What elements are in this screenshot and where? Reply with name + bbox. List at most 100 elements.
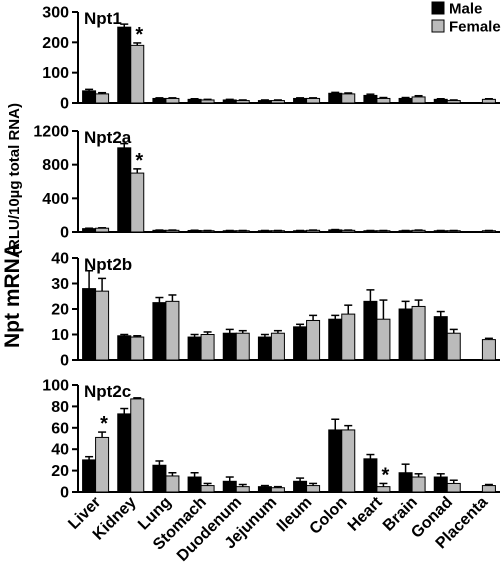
bar-npt2c-brain-female xyxy=(411,476,426,493)
bar-npt2c-gonad-male xyxy=(433,476,448,493)
y-tick-label-npt2c: 80 xyxy=(51,399,69,416)
y-tick-label-npt2c: 0 xyxy=(60,485,69,502)
panel-title-npt2c: Npt2c xyxy=(84,382,131,401)
bar-npt2c-liver-female xyxy=(95,436,110,493)
bar-npt1-duodenum-female xyxy=(235,100,250,104)
bar-npt2a-liver-male xyxy=(82,228,97,233)
bar-npt2b-duodenum-male xyxy=(222,332,237,361)
y-axis-title-main: Npt mRNA xyxy=(1,243,24,348)
bar-npt1-lung-male xyxy=(152,97,167,104)
y-tick-label-npt1: 100 xyxy=(42,65,69,82)
bar-npt2b-jejunum-female xyxy=(270,332,285,361)
bar-npt2b-gonad-female xyxy=(446,332,461,361)
bar-npt2b-kidney-male xyxy=(117,335,132,361)
bar-npt2c-ileum-female xyxy=(306,485,321,493)
bar-npt2b-gonad-male xyxy=(433,316,448,361)
panel-npt2a: 0 400 800 1200 Npt2a* xyxy=(33,124,500,242)
bar-npt2c-duodenum-male xyxy=(222,480,237,493)
category-label-colon: Colon xyxy=(307,494,351,538)
bar-npt2c-stomach-female xyxy=(200,485,215,493)
bar-npt2b-duodenum-female xyxy=(235,332,250,361)
significance-star-npt2a-kidney: * xyxy=(135,150,143,172)
bar-npt1-lung-female xyxy=(165,97,180,104)
y-axis-title: Npt mRNA (RLU/10µg total RNA) xyxy=(1,103,24,348)
bar-npt2b-jejunum-male xyxy=(257,336,272,361)
y-tick-label-npt2c: 60 xyxy=(51,420,69,437)
bar-npt2c-liver-male xyxy=(82,459,97,493)
bar-npt2c-heart-male xyxy=(363,458,378,493)
panel-npt2b: 0 10 20 30 40 Npt2b xyxy=(51,251,500,370)
bar-npt2b-ileum-female xyxy=(306,319,321,361)
y-tick-label-npt2c: 40 xyxy=(51,442,69,459)
bar-npt2a-liver-female xyxy=(95,227,110,233)
bar-npt1-liver-female xyxy=(95,93,110,104)
bar-npt2a-kidney-male xyxy=(117,147,132,233)
y-tick-label-npt1: 200 xyxy=(42,35,69,52)
bar-npt2c-brain-male xyxy=(398,472,413,493)
panel-npt2c: 0 20 40 60 80 100 Npt2c * * xyxy=(42,378,500,502)
category-label-heart: Heart xyxy=(345,493,386,534)
y-tick-label-npt2b: 30 xyxy=(51,276,69,293)
y-tick-label-npt2a: 1200 xyxy=(33,124,69,141)
bar-npt2b-lung-female xyxy=(165,300,180,361)
bar-npt2b-brain-male xyxy=(398,308,413,361)
bar-npt1-ileum-male xyxy=(293,97,308,104)
panel-title-npt2b: Npt2b xyxy=(84,255,132,274)
bar-npt2a-kidney-female xyxy=(130,172,145,233)
bar-npt2c-ileum-male xyxy=(293,480,308,493)
bar-npt1-kidney-female xyxy=(130,44,145,104)
bar-npt2b-ileum-male xyxy=(293,326,308,361)
bar-npt2b-liver-female xyxy=(95,290,110,361)
y-tick-label-npt2a: 0 xyxy=(60,225,69,242)
bar-npt2c-colon-male xyxy=(328,429,343,493)
bar-npt1-stomach-female xyxy=(200,99,215,104)
y-tick-label-npt1: 300 xyxy=(42,5,69,22)
bar-npt2b-brain-female xyxy=(411,305,426,361)
bar-npt2c-heart-female xyxy=(376,486,391,493)
bar-npt1-kidney-male xyxy=(117,26,132,104)
bar-npt2c-jejunum-male xyxy=(257,486,272,493)
bar-npt1-stomach-male xyxy=(187,98,202,104)
bar-npt2b-colon-male xyxy=(328,318,343,361)
bar-npt2b-heart-male xyxy=(363,300,378,361)
bar-npt1-heart-female xyxy=(376,97,391,104)
bar-npt2c-colon-female xyxy=(341,429,356,493)
bar-npt2c-kidney-female xyxy=(130,398,145,493)
bar-npt1-brain-female xyxy=(411,96,426,104)
bar-npt1-placenta-female xyxy=(481,98,496,104)
significance-star-npt1-kidney: * xyxy=(135,24,143,46)
bar-npt2b-lung-male xyxy=(152,302,167,361)
y-tick-label-npt2a: 800 xyxy=(42,157,69,174)
y-axis-title-units: (RLU/10µg total RNA) xyxy=(6,103,23,255)
bar-npt1-gonad-male xyxy=(433,98,448,104)
bar-npt1-duodenum-male xyxy=(222,99,237,104)
category-axis-labels: LiverKidneyLungStomachDuodenumJejunumIle… xyxy=(65,493,491,565)
y-tick-label-npt2c: 20 xyxy=(51,463,69,480)
panel-title-npt1: Npt1 xyxy=(84,9,122,28)
bar-npt2b-kidney-female xyxy=(130,336,145,361)
bar-npt1-brain-male xyxy=(398,97,413,104)
bar-npt1-gonad-female xyxy=(446,100,461,104)
legend-swatch-male xyxy=(431,1,445,15)
significance-star-npt2c-liver: * xyxy=(100,413,108,435)
y-tick-label-npt2a: 400 xyxy=(42,191,69,208)
bar-npt1-colon-female xyxy=(341,93,356,104)
bar-npt2b-placenta-female xyxy=(481,339,496,361)
bar-npt1-jejunum-female xyxy=(270,100,285,104)
bar-npt2b-stomach-male xyxy=(187,336,202,361)
y-tick-label-npt2b: 40 xyxy=(51,251,69,268)
bar-npt2c-kidney-male xyxy=(117,413,132,493)
bar-npt2c-gonad-female xyxy=(446,482,461,493)
bar-npt1-heart-male xyxy=(363,94,378,104)
bar-npt2b-colon-female xyxy=(341,313,356,361)
significance-star-npt2c-heart: * xyxy=(382,464,390,486)
bar-npt2c-jejunum-female xyxy=(270,487,285,493)
bar-npt1-colon-male xyxy=(328,92,343,104)
panel-title-npt2a: Npt2a xyxy=(84,128,132,147)
y-tick-label-npt2b: 10 xyxy=(51,327,69,344)
legend-swatch-female xyxy=(431,19,445,33)
bar-npt2c-placenta-female xyxy=(481,485,496,493)
